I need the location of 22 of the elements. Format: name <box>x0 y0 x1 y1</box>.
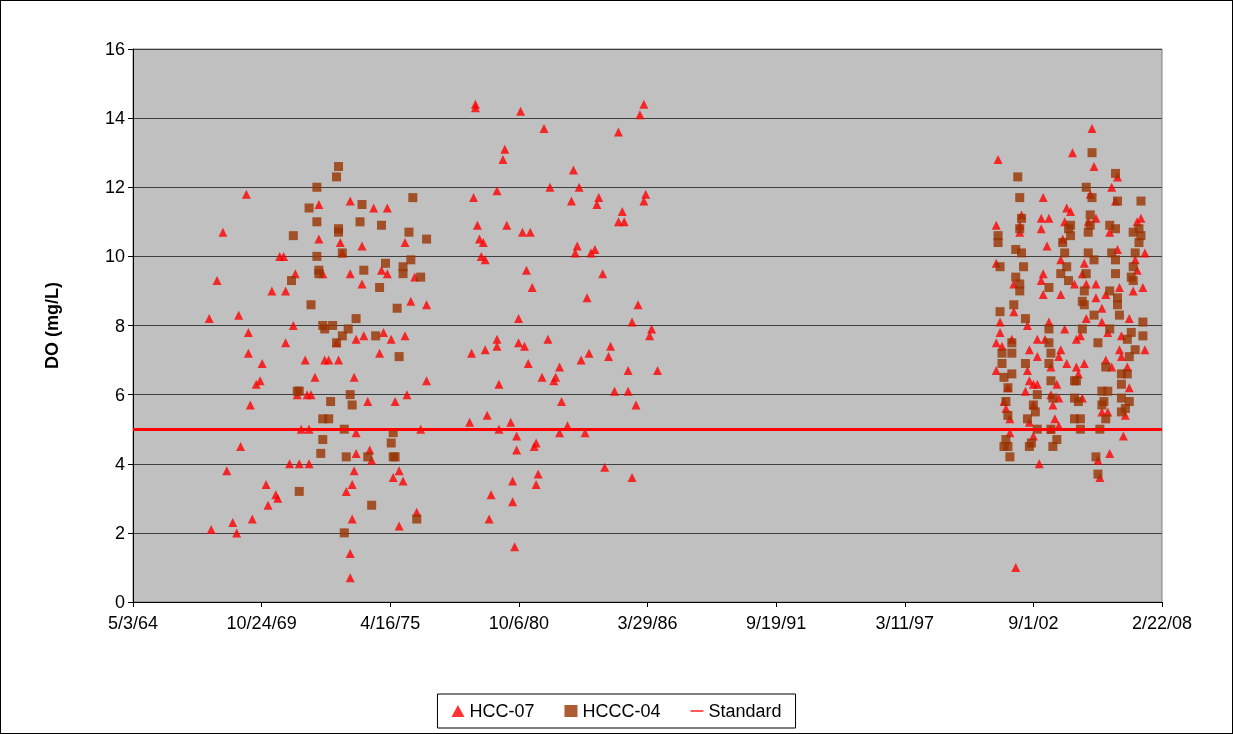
y-tick-label: 14 <box>104 108 125 129</box>
y-tick-label: 12 <box>104 177 125 198</box>
x-tick-label: 10/24/69 <box>226 613 297 633</box>
y-tick-label: 0 <box>114 592 125 612</box>
y-tick-label: 6 <box>114 384 125 405</box>
legend-label: HCC-07 <box>469 701 535 721</box>
x-tick-label: 9/19/91 <box>746 613 807 633</box>
x-tick-label: 10/6/80 <box>488 613 549 633</box>
y-tick-label: 2 <box>114 522 125 543</box>
y-tick-label: 16 <box>104 39 125 59</box>
x-tick-label: 5/3/64 <box>107 613 159 633</box>
legend-label: Standard <box>708 701 782 721</box>
y-tick-label: 10 <box>104 246 125 267</box>
x-tick-label: 4/16/75 <box>360 613 421 633</box>
x-tick-label: 2/22/08 <box>1131 613 1193 633</box>
x-tick-label: 3/11/97 <box>875 613 935 633</box>
x-tick-label: 9/1/02 <box>1008 613 1059 633</box>
legend-label: HCCC-04 <box>582 701 661 721</box>
x-tick-label: 3/29/86 <box>617 613 678 633</box>
y-tick-label: 4 <box>114 453 125 474</box>
y-axis-title: DO (mg/L) <box>42 282 62 369</box>
y-tick-label: 8 <box>114 315 125 336</box>
